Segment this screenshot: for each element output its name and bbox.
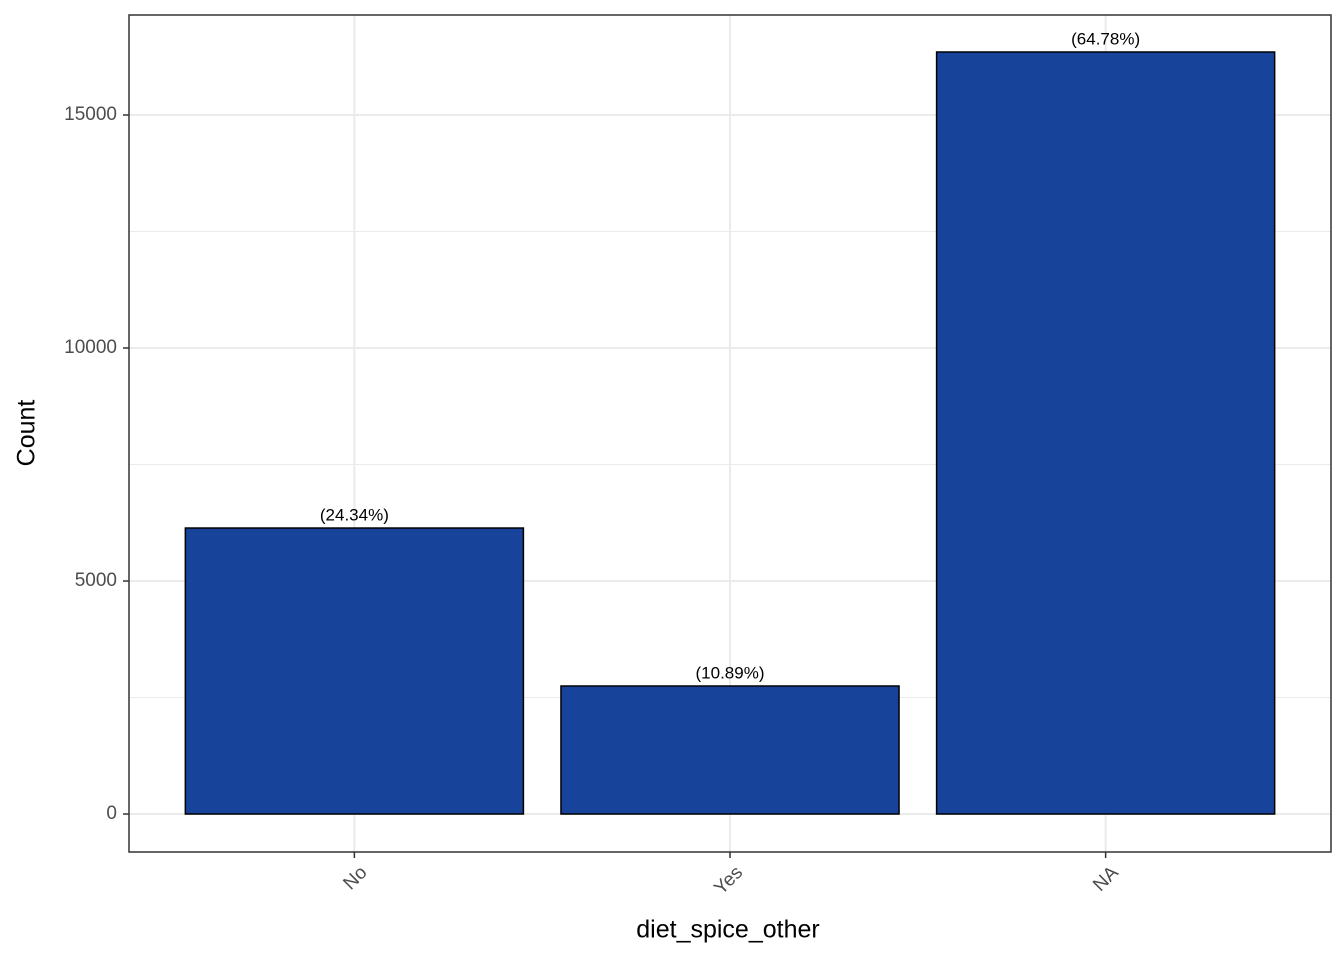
bar [560,685,900,815]
panel-border [128,14,1332,853]
y-tick-label: 10000 [64,337,117,358]
bar-label: (64.78%) [1071,29,1140,48]
bar-label: (24.34%) [320,506,389,525]
bar [935,51,1276,815]
bar-label: (10.89%) [696,663,765,682]
y-axis-title: Count [13,400,41,467]
y-tick-label: 15000 [64,104,117,125]
x-axis-title: diet_spice_other [636,916,819,944]
bar [184,527,525,815]
y-tick-label: 5000 [75,570,117,591]
y-tick-label: 0 [106,803,117,824]
